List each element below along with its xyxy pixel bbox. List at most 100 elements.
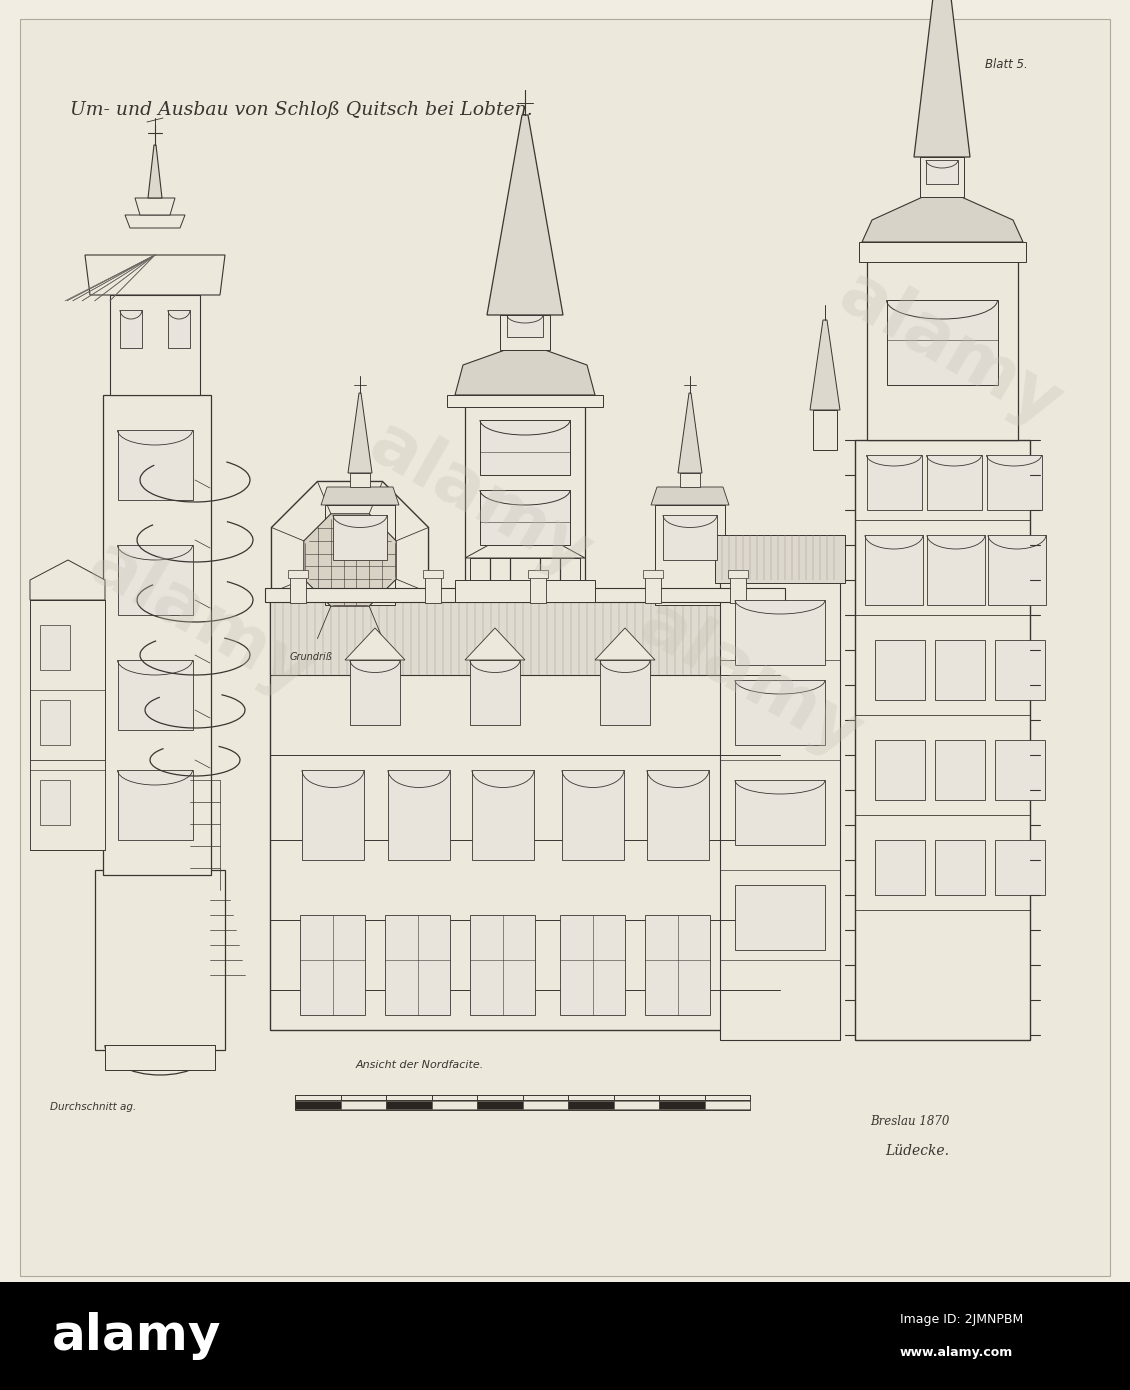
Bar <box>302 770 364 860</box>
Bar <box>31 600 105 851</box>
Bar <box>350 473 370 486</box>
Bar <box>118 770 193 840</box>
Bar <box>560 915 625 1015</box>
Bar <box>295 1101 340 1109</box>
Bar <box>734 600 825 664</box>
Bar <box>996 739 1045 801</box>
Bar <box>40 780 70 826</box>
Bar <box>266 588 785 602</box>
Text: Um- und Ausbau von Schloß Quitsch bei Lobten.: Um- und Ausbau von Schloß Quitsch bei Lo… <box>70 101 532 120</box>
Bar <box>40 626 70 670</box>
Bar <box>470 660 520 726</box>
Bar <box>288 570 308 578</box>
Polygon shape <box>304 514 397 606</box>
Bar <box>480 420 570 475</box>
Text: Breslau 1870: Breslau 1870 <box>870 1115 949 1129</box>
Bar <box>988 535 1046 605</box>
Polygon shape <box>678 393 702 473</box>
Bar <box>996 639 1045 701</box>
Bar <box>986 455 1042 510</box>
Text: www.alamy.com: www.alamy.com <box>899 1346 1014 1358</box>
Bar <box>720 580 840 1040</box>
Bar <box>466 400 585 600</box>
Bar <box>887 300 998 385</box>
Bar <box>728 570 748 578</box>
Bar <box>118 660 193 730</box>
Bar <box>455 580 596 602</box>
Bar <box>568 1101 614 1109</box>
Polygon shape <box>345 628 405 660</box>
Polygon shape <box>125 215 185 228</box>
Bar <box>425 575 441 603</box>
Polygon shape <box>321 486 399 505</box>
Bar <box>31 760 105 851</box>
Bar <box>867 455 922 510</box>
Bar <box>875 639 925 701</box>
Bar <box>270 600 780 676</box>
Bar <box>812 410 837 450</box>
Bar <box>103 395 211 874</box>
Bar <box>507 316 544 336</box>
Polygon shape <box>455 350 596 395</box>
Text: Grundriß: Grundriß <box>290 652 333 662</box>
Bar <box>855 441 1031 1040</box>
Bar <box>730 575 746 603</box>
Bar <box>385 915 450 1015</box>
Polygon shape <box>466 628 525 660</box>
Bar <box>325 505 396 605</box>
Text: Blatt 5.: Blatt 5. <box>985 58 1028 71</box>
Bar <box>522 1101 568 1109</box>
Bar <box>299 915 365 1015</box>
Text: Lüdecke.: Lüdecke. <box>885 1144 949 1158</box>
Bar <box>477 1101 522 1109</box>
Bar <box>734 885 825 949</box>
Bar <box>659 1101 704 1109</box>
Text: Durchschnitt ag.: Durchschnitt ag. <box>50 1102 137 1112</box>
Bar <box>935 639 985 701</box>
Bar <box>864 535 923 605</box>
Polygon shape <box>271 481 428 638</box>
Bar <box>270 600 780 1030</box>
Bar <box>340 1101 386 1109</box>
Bar <box>875 739 925 801</box>
Bar <box>927 455 982 510</box>
Polygon shape <box>487 115 563 316</box>
Bar <box>350 660 400 726</box>
Bar <box>996 840 1045 895</box>
Bar <box>920 157 964 197</box>
Bar <box>867 260 1018 441</box>
Polygon shape <box>810 320 840 410</box>
Bar <box>935 739 985 801</box>
Bar <box>105 1045 215 1070</box>
Bar <box>528 570 548 578</box>
Bar <box>562 770 624 860</box>
Bar <box>120 310 142 348</box>
Text: alamy: alamy <box>357 409 603 591</box>
Bar <box>188 395 208 965</box>
Bar <box>859 242 1026 261</box>
Bar <box>734 780 825 845</box>
Bar <box>499 316 550 350</box>
Text: Image ID: 2JMNPBM: Image ID: 2JMNPBM <box>899 1314 1024 1326</box>
Polygon shape <box>466 525 585 557</box>
Text: alamy: alamy <box>52 1312 221 1359</box>
Bar <box>600 660 650 726</box>
Bar <box>295 1099 750 1111</box>
Polygon shape <box>31 560 105 600</box>
Bar <box>290 575 306 603</box>
Polygon shape <box>862 195 1023 242</box>
Bar <box>655 505 725 605</box>
Bar <box>118 430 193 500</box>
Bar <box>470 915 534 1015</box>
Bar <box>0 1282 1130 1390</box>
Polygon shape <box>914 0 970 157</box>
Bar <box>645 575 661 603</box>
Bar <box>110 295 200 395</box>
Bar <box>432 1101 477 1109</box>
Polygon shape <box>148 145 162 197</box>
Text: alamy: alamy <box>627 589 873 771</box>
Bar <box>333 516 386 560</box>
Bar <box>423 570 443 578</box>
Bar <box>704 1101 750 1109</box>
Bar <box>40 701 70 745</box>
